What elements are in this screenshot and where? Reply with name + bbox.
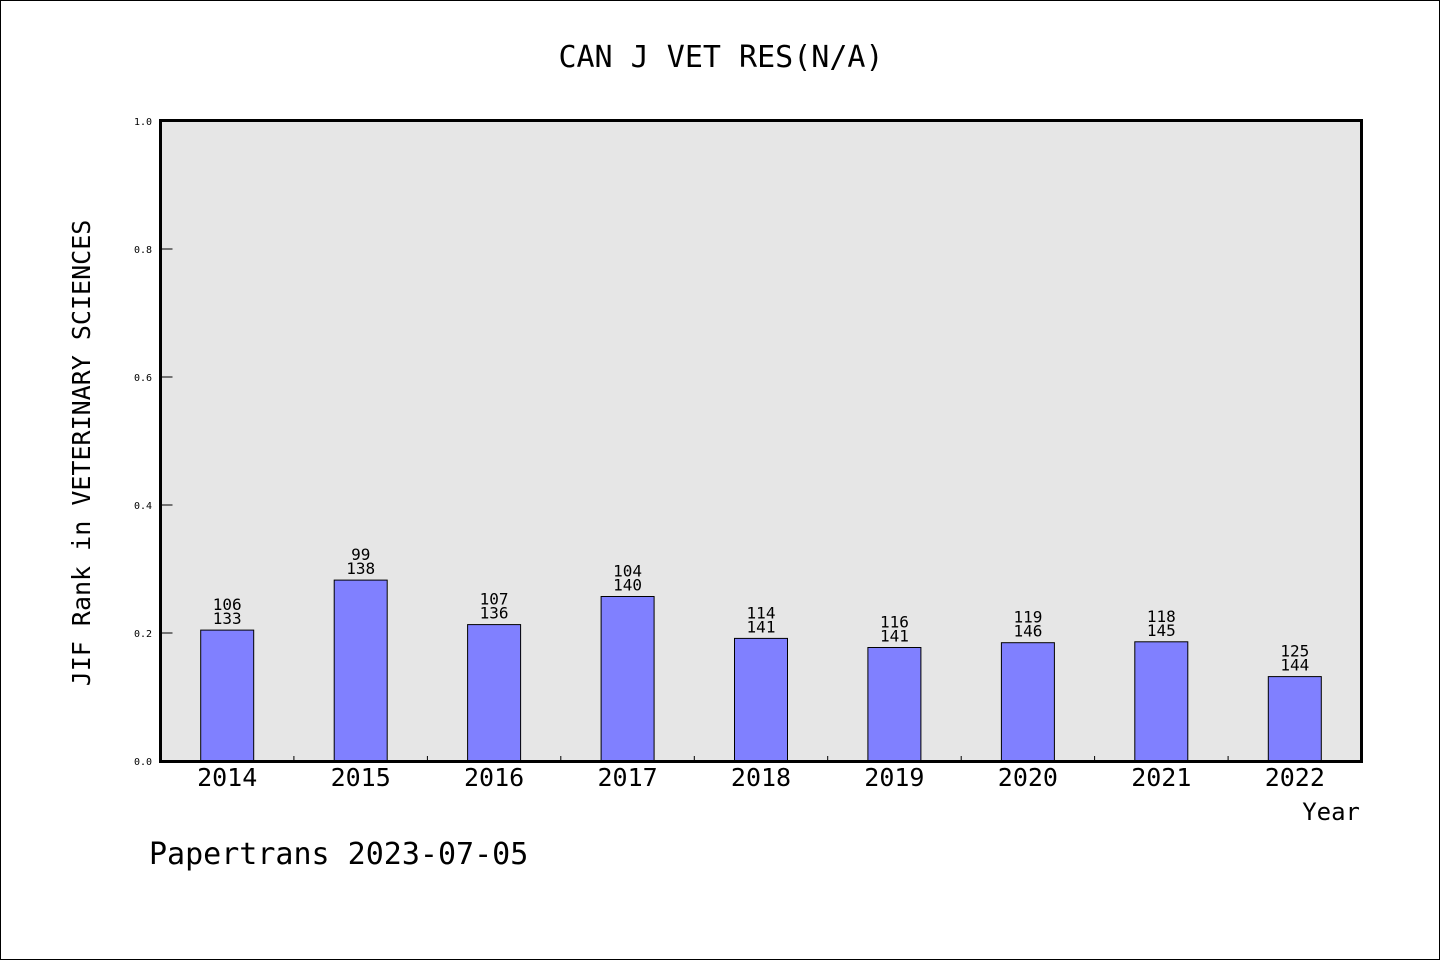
bar-rank-label: 104 (613, 562, 642, 581)
y-tick-label: 0.8 (134, 245, 152, 256)
x-tick-label: 2019 (864, 763, 924, 792)
y-tick-label: 1.0 (134, 117, 152, 128)
bar-2017 (600, 596, 655, 762)
bar-rank-label: 118 (1147, 607, 1176, 626)
x-tick-label: 2015 (331, 763, 391, 792)
bar-rank-label: 119 (1013, 608, 1042, 627)
x-axis-label: Year (1302, 798, 1360, 826)
bar-2020 (1000, 642, 1055, 762)
bar-total-label: 136 (480, 604, 509, 623)
bar-rank-label: 116 (880, 613, 909, 632)
bar-total-label: 140 (613, 576, 642, 595)
chart-title: CAN J VET RES(N/A) (558, 40, 883, 75)
x-tick-label: 2020 (998, 763, 1058, 792)
y-tick-label: 0.2 (134, 629, 152, 640)
bar-total-label: 138 (346, 559, 375, 578)
y-tick-label: 0.4 (134, 501, 152, 512)
bar-rank-label: 99 (351, 545, 370, 564)
bar-total-label: 145 (1147, 621, 1176, 640)
bar-total-label: 141 (747, 617, 776, 636)
x-tick-label: 2016 (464, 763, 524, 792)
bar-2018 (734, 637, 788, 762)
watermark: Papertrans 2023-07-05 (149, 837, 528, 872)
x-tick-label: 2022 (1265, 763, 1325, 792)
bar-rank-label: 125 (1280, 642, 1309, 661)
bar-total-label: 141 (880, 627, 909, 646)
bar-2019 (867, 647, 922, 762)
ticks-layer: 2014 2015 2016 2017 2018 2019 2020 2021 2022 0.0 0… (134, 117, 1325, 792)
x-tick-label: 2014 (197, 763, 257, 792)
bar-rank-label: 114 (747, 603, 776, 622)
bar-2021 (1134, 641, 1189, 762)
bar-2016 (467, 624, 522, 762)
bar-2022 (1267, 676, 1322, 762)
plot-frame (159, 119, 1363, 763)
bar-rank-label: 107 (480, 590, 509, 609)
y-tick-label: 0.6 (134, 373, 152, 384)
x-tick-label: 2021 (1131, 763, 1191, 792)
bar-total-label: 146 (1013, 622, 1042, 641)
y-tick-label: 0.0 (134, 757, 152, 768)
x-tick-label: 2018 (731, 763, 791, 792)
bar-total-label: 133 (213, 609, 242, 628)
bar-total-label: 144 (1280, 656, 1309, 675)
x-tick-label: 2017 (597, 763, 657, 792)
y-axis-label: JIF Rank in VETERINARY SCIENCES (67, 220, 96, 687)
bar-2014 (200, 629, 255, 762)
bar-2015 (333, 579, 388, 762)
bar-rank-label: 106 (213, 595, 242, 614)
